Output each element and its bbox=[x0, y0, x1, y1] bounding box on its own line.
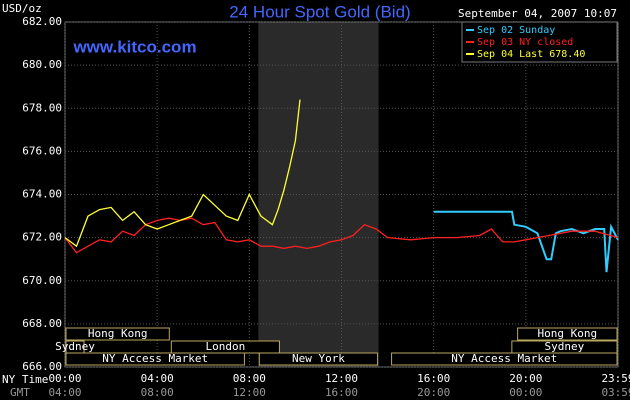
gmt-tick-label: 00:00 bbox=[509, 386, 542, 399]
x-tick-label: 16:00 bbox=[417, 372, 450, 385]
x-tick-label: 23:59 bbox=[601, 372, 630, 385]
chart-title: 24 Hour Spot Gold (Bid) bbox=[229, 2, 410, 21]
series-line bbox=[64, 99, 301, 248]
session-label: NY Access Market bbox=[102, 352, 208, 365]
x-tick-label: 20:00 bbox=[509, 372, 542, 385]
x-tick-label: 00:00 bbox=[48, 372, 81, 385]
date: September 04, 2007 10:07 bbox=[458, 7, 617, 20]
session-label: New York bbox=[292, 352, 345, 365]
session-label: NY Access Market bbox=[451, 352, 557, 365]
session-bar bbox=[517, 327, 618, 341]
x-tick-label: 04:00 bbox=[141, 372, 174, 385]
x-tick-label: 08:00 bbox=[233, 372, 266, 385]
legend-box bbox=[461, 21, 618, 63]
session-bar bbox=[391, 352, 618, 366]
gmt-tick-label: 16:00 bbox=[325, 386, 358, 399]
session-shade bbox=[258, 22, 379, 367]
x-tick-label: 12:00 bbox=[325, 372, 358, 385]
y-label: USD/oz bbox=[2, 2, 42, 15]
series-line bbox=[433, 210, 619, 273]
x-label: NY Time bbox=[2, 373, 48, 386]
legend-label: Sep 03 NY closed bbox=[477, 37, 573, 48]
session-label: Sydney bbox=[545, 340, 585, 353]
session-bar bbox=[258, 352, 379, 366]
series-line bbox=[64, 217, 619, 254]
legend-label: Sep 04 Last 678.40 bbox=[477, 49, 585, 60]
y-tick-label: 666.00 bbox=[22, 360, 62, 373]
session-bar bbox=[65, 327, 170, 341]
watermark: www.kitco.com bbox=[72, 37, 196, 56]
session-label: Sydney bbox=[55, 340, 95, 353]
session-label: Hong Kong bbox=[88, 327, 148, 340]
gmt-tick-label: 08:00 bbox=[141, 386, 174, 399]
y-tick-label: 676.00 bbox=[22, 144, 62, 157]
y-tick-label: 670.00 bbox=[22, 274, 62, 287]
session-bar bbox=[65, 352, 245, 366]
y-tick-label: 668.00 bbox=[22, 317, 62, 330]
session-label: Hong Kong bbox=[538, 327, 598, 340]
session-label: London bbox=[205, 340, 245, 353]
x2-label: GMT bbox=[10, 386, 30, 399]
gmt-tick-label: 04:00 bbox=[48, 386, 81, 399]
gmt-tick-label: 20:00 bbox=[417, 386, 450, 399]
gmt-tick-label: 03:59 bbox=[601, 386, 630, 399]
y-tick-label: 678.00 bbox=[22, 101, 62, 114]
gmt-tick-label: 12:00 bbox=[233, 386, 266, 399]
y-tick-label: 680.00 bbox=[22, 58, 62, 71]
y-tick-label: 672.00 bbox=[22, 231, 62, 244]
y-tick-label: 682.00 bbox=[22, 15, 62, 28]
y-tick-label: 674.00 bbox=[22, 188, 62, 201]
legend-label: Sep 02 Sunday bbox=[477, 25, 555, 36]
